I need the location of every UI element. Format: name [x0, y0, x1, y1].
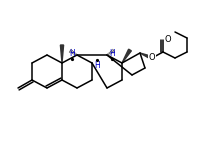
- Polygon shape: [121, 49, 131, 63]
- Text: H: H: [94, 60, 99, 69]
- Polygon shape: [60, 45, 63, 63]
- Polygon shape: [139, 53, 152, 59]
- Text: O: O: [148, 54, 155, 62]
- Text: H: H: [109, 49, 114, 58]
- Text: H: H: [69, 49, 75, 58]
- Text: O: O: [164, 36, 170, 45]
